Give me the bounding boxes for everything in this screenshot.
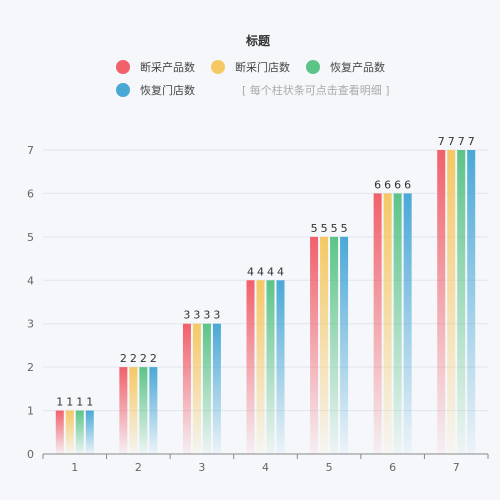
bar[interactable] [256,280,265,454]
bar[interactable] [320,236,329,454]
bar-value-label: 1 [76,396,83,409]
bar[interactable] [129,367,138,454]
value-labels: 1 1 1 12 2 2 23 3 3 34 4 4 45 5 5 56 6 6 67 7 7 7 [56,135,474,409]
bar[interactable] [373,193,382,454]
bar[interactable] [457,150,466,454]
bar-value-label: 7 [448,135,455,148]
y-tick-label: 3 [27,318,34,331]
bar-value-label: 6 [384,178,391,191]
y-tick-label: 4 [27,274,34,287]
bars-group [55,150,476,454]
bar[interactable] [383,193,392,454]
bar-value-label: 3 [213,309,220,322]
bar-value-label: 4 [277,265,284,278]
bar[interactable] [212,323,221,454]
bar[interactable] [246,280,255,454]
bar-value-label: 5 [341,222,348,235]
bar-value-label: 4 [257,265,264,278]
bar-value-label: 2 [120,352,127,365]
bar[interactable] [276,280,285,454]
y-axis: 0 1 2 3 4 5 6 7 [27,144,34,461]
y-tick-label: 0 [27,448,34,461]
x-tick-label: 7 [453,461,460,474]
bar-value-label: 7 [468,135,475,148]
legend-marker[interactable] [116,60,130,74]
bar-value-label: 5 [321,222,328,235]
legend-marker[interactable] [306,60,320,74]
bar[interactable] [119,367,128,454]
legend-label[interactable]: 断采门店数 [235,60,290,74]
bar-value-label: 5 [331,222,338,235]
bar-value-label: 7 [458,135,465,148]
bar[interactable] [149,367,158,454]
bar[interactable] [437,150,446,454]
bar-value-label: 3 [193,309,200,322]
bar-value-label: 6 [374,178,381,191]
y-tick-label: 1 [27,405,34,418]
y-tick-label: 7 [27,144,34,157]
chart-title: 标题 [245,33,271,48]
bar[interactable] [85,410,94,454]
bar[interactable] [310,236,319,454]
bar-value-label: 3 [203,309,210,322]
x-tick-label: 3 [198,461,205,474]
bar-value-label: 3 [183,309,190,322]
legend-marker[interactable] [116,83,130,97]
bar[interactable] [330,236,339,454]
bar[interactable] [393,193,402,454]
legend-label[interactable]: 恢复门店数 [140,83,195,97]
bar[interactable] [340,236,349,454]
y-tick-label: 2 [27,361,34,374]
bar-value-label: 6 [394,178,401,191]
bar-value-label: 2 [150,352,157,365]
legend-marker[interactable] [211,60,225,74]
bar-value-label: 6 [404,178,411,191]
x-tick-label: 5 [326,461,333,474]
bar[interactable] [192,323,201,454]
bar[interactable] [467,150,476,454]
legend-label[interactable]: 恢复产品数 [330,60,385,74]
x-tick-label: 1 [71,461,78,474]
bar-value-label: 4 [247,265,254,278]
hint-text: [ 每个柱状条可点击查看明细 ] [242,83,390,97]
bar-value-label: 4 [267,265,274,278]
bar[interactable] [266,280,275,454]
bar[interactable] [403,193,412,454]
bar-value-label: 7 [438,135,445,148]
bar[interactable] [55,410,64,454]
bar-value-label: 1 [66,396,73,409]
bar[interactable] [65,410,74,454]
x-axis: 1 2 3 4 5 6 7 [42,453,489,474]
y-tick-label: 5 [27,231,34,244]
y-tick-label: 6 [27,187,34,200]
bar-value-label: 1 [56,396,63,409]
bar[interactable] [139,367,148,454]
bar[interactable] [182,323,191,454]
grid-lines [43,149,488,412]
x-tick-label: 6 [389,461,396,474]
bar-value-label: 2 [130,352,137,365]
legend-label[interactable]: 断采产品数 [140,60,195,74]
x-tick-label: 2 [135,461,142,474]
bar-value-label: 5 [311,222,318,235]
x-tick-label: 4 [262,461,269,474]
bar[interactable] [75,410,84,454]
bar-value-label: 2 [140,352,147,365]
bar-value-label: 1 [86,396,93,409]
bar[interactable] [447,150,456,454]
bar[interactable] [202,323,211,454]
